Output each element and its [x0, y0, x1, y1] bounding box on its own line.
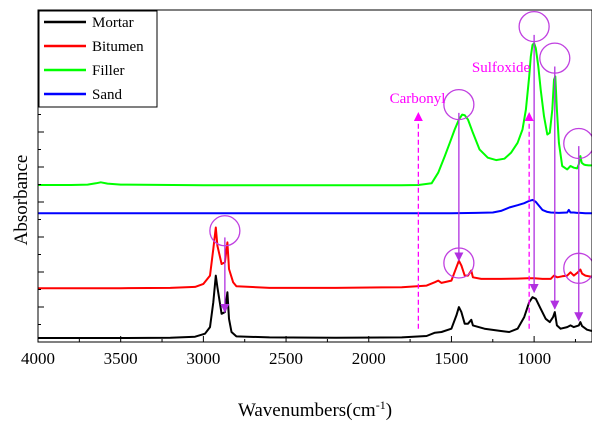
- series-line-bitumen: [38, 226, 592, 290]
- x-tick-label: 3000: [186, 349, 220, 368]
- x-tick-label: 2500: [269, 349, 303, 368]
- legend-label-bitumen: Bitumen: [92, 39, 144, 55]
- annotation-carbonyl: Carbonyl: [390, 91, 446, 107]
- legend-box: [38, 10, 158, 108]
- legend-label-filler: Filler: [92, 63, 125, 79]
- peak-highlight-circle: [539, 42, 571, 74]
- peak-highlight-circle: [563, 127, 592, 160]
- x-tick-label: 1500: [434, 349, 468, 368]
- peak-highlight-circle: [443, 88, 475, 121]
- peak-highlight-circle: [518, 10, 550, 43]
- x-tick-label: 4000: [21, 349, 55, 368]
- series-layer: [38, 42, 592, 339]
- series-line-mortar: [38, 274, 592, 339]
- peak-highlight-circle: [563, 252, 592, 284]
- legend-label-sand: Sand: [92, 87, 123, 103]
- annotation-layer: Carbonyl Sulfoxide: [209, 10, 592, 329]
- legend-label-mortar: Mortar: [92, 15, 134, 31]
- x-tick-label: 3500: [104, 349, 138, 368]
- axis-layer: 4000 3500 3000 2500 2000 1500 1000: [21, 26, 576, 368]
- y-axis-label: Absorbance: [11, 155, 32, 246]
- peak-highlight-circle: [209, 215, 241, 247]
- series-line-sand: [38, 198, 592, 215]
- plot-frame: [37, 9, 592, 343]
- x-tick-label: 1000: [517, 349, 551, 368]
- legend: Mortar Bitumen Filler Sand: [38, 10, 158, 108]
- x-axis-label: Wavenumbers(cm-1): [238, 398, 392, 421]
- peak-highlight-circle: [443, 247, 475, 279]
- x-tick-label: 2000: [352, 349, 386, 368]
- annotation-sulfoxide: Sulfoxide: [472, 60, 531, 76]
- series-line-filler: [38, 42, 592, 187]
